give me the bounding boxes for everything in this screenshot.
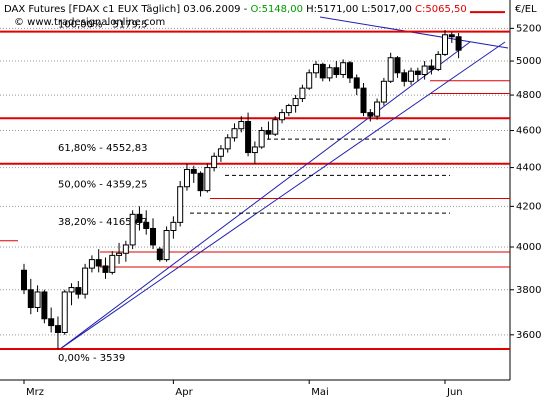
candle-body bbox=[88, 259, 95, 269]
candle-body bbox=[401, 72, 408, 82]
fib-label: 61,80% - 4552,83 bbox=[58, 143, 147, 154]
candle-body bbox=[34, 291, 41, 308]
x-tick-label: Mai bbox=[311, 387, 329, 398]
candle-body bbox=[258, 130, 265, 148]
candle-body bbox=[217, 148, 224, 157]
candle-body bbox=[408, 70, 415, 82]
candle-body bbox=[75, 287, 82, 295]
y-tick-label: 4000 bbox=[516, 242, 541, 253]
candle-body bbox=[306, 72, 313, 89]
candle-body bbox=[116, 252, 123, 256]
candle-body bbox=[238, 121, 245, 130]
y-tick-label: 5200 bbox=[516, 23, 541, 34]
candle-body bbox=[367, 112, 374, 117]
y-tick-label: 5000 bbox=[516, 56, 541, 67]
candle-body bbox=[265, 130, 272, 135]
candle-body bbox=[170, 221, 177, 232]
trend-line bbox=[59, 41, 471, 350]
candle-body bbox=[333, 67, 340, 75]
candle-body bbox=[156, 248, 163, 261]
candle-body bbox=[387, 57, 394, 82]
candle-body bbox=[204, 167, 211, 192]
candle-body bbox=[95, 259, 102, 267]
candle-body bbox=[102, 265, 109, 273]
candle-body bbox=[48, 318, 55, 327]
candle-body bbox=[340, 62, 347, 75]
candle-body bbox=[150, 227, 157, 246]
candle-body bbox=[272, 119, 279, 135]
candle-body bbox=[27, 289, 34, 308]
candle-body bbox=[177, 186, 184, 223]
candle-body bbox=[346, 62, 353, 79]
candle-body bbox=[82, 267, 89, 295]
header-instrument: DAX Futures [FDAX c1 EUX Täglich] 03.06.… bbox=[4, 4, 467, 15]
candle-body bbox=[136, 213, 143, 223]
candle-body bbox=[285, 105, 292, 114]
candle-body bbox=[394, 57, 401, 74]
candle-body bbox=[183, 168, 190, 188]
candle-body bbox=[251, 146, 258, 154]
high-low: H:5171,00 L:5017,00 bbox=[306, 4, 412, 15]
candle-body bbox=[197, 172, 204, 192]
fib-label: 50,00% - 4359,25 bbox=[58, 179, 147, 190]
plot: 3600 3800 4000 4200 4400 4600 4800 5000 5200 100,… bbox=[0, 11, 541, 398]
watermark: © www.tradesignalonline.com bbox=[14, 17, 165, 28]
candle-body bbox=[326, 67, 333, 79]
candle-body bbox=[292, 98, 299, 107]
open: O:5148,00 bbox=[251, 4, 303, 15]
instrument: DAX Futures [FDAX c1 EUX Täglich] bbox=[4, 4, 180, 15]
fib-label: 0,00% - 3539 bbox=[58, 353, 125, 364]
candle-body bbox=[319, 63, 326, 79]
candle-body bbox=[435, 53, 442, 70]
candle-body bbox=[224, 137, 231, 150]
candle-body bbox=[129, 213, 136, 246]
candle-body bbox=[109, 254, 116, 273]
y-tick-label: 4800 bbox=[516, 90, 541, 101]
candle-body bbox=[455, 36, 462, 51]
candle-body bbox=[374, 101, 381, 117]
x-tick-label: Mrz bbox=[26, 387, 44, 398]
close: C:5065,50 bbox=[415, 4, 467, 15]
candle-body bbox=[380, 80, 387, 103]
candle-body bbox=[353, 77, 360, 89]
candle-body bbox=[448, 34, 455, 38]
y-tick-label: 3600 bbox=[516, 330, 541, 341]
candle-body bbox=[299, 87, 306, 100]
candle-body bbox=[312, 63, 319, 74]
candle-body bbox=[122, 244, 129, 254]
candle-body bbox=[163, 230, 170, 261]
candle-body bbox=[190, 168, 197, 174]
x-tick-label: Apr bbox=[175, 387, 193, 398]
candle-body bbox=[421, 65, 428, 75]
candle-body bbox=[414, 70, 421, 75]
candle-body bbox=[211, 155, 218, 169]
candle-body bbox=[41, 291, 48, 320]
candle-body bbox=[61, 291, 68, 334]
candle-body bbox=[428, 65, 435, 70]
candle-body bbox=[143, 221, 150, 229]
candle-body bbox=[68, 287, 75, 293]
candle-body bbox=[442, 34, 448, 55]
candle-body bbox=[279, 112, 286, 121]
fib-label: 100,00% - 5179,5 bbox=[58, 20, 147, 31]
y-tick-label: 4200 bbox=[516, 201, 541, 212]
y-tick-label: 4600 bbox=[516, 126, 541, 137]
candle-body bbox=[54, 325, 61, 334]
candle-body bbox=[360, 87, 367, 114]
candle-body bbox=[245, 121, 252, 154]
header: DAX Futures [FDAX c1 EUX Täglich] 03.06.… bbox=[4, 4, 537, 28]
fib-label: 38,20% - 4165,67 bbox=[58, 217, 147, 228]
x-tick-label: Jun bbox=[446, 387, 463, 398]
trend-line bbox=[59, 41, 506, 350]
y-tick-label: 3800 bbox=[516, 285, 541, 296]
candle-body bbox=[21, 269, 27, 291]
candle-body bbox=[231, 128, 238, 139]
y-tick-label: 4400 bbox=[516, 163, 541, 174]
date: 03.06.2009 - bbox=[183, 4, 247, 15]
y-axis-label: €/EL bbox=[515, 4, 537, 15]
